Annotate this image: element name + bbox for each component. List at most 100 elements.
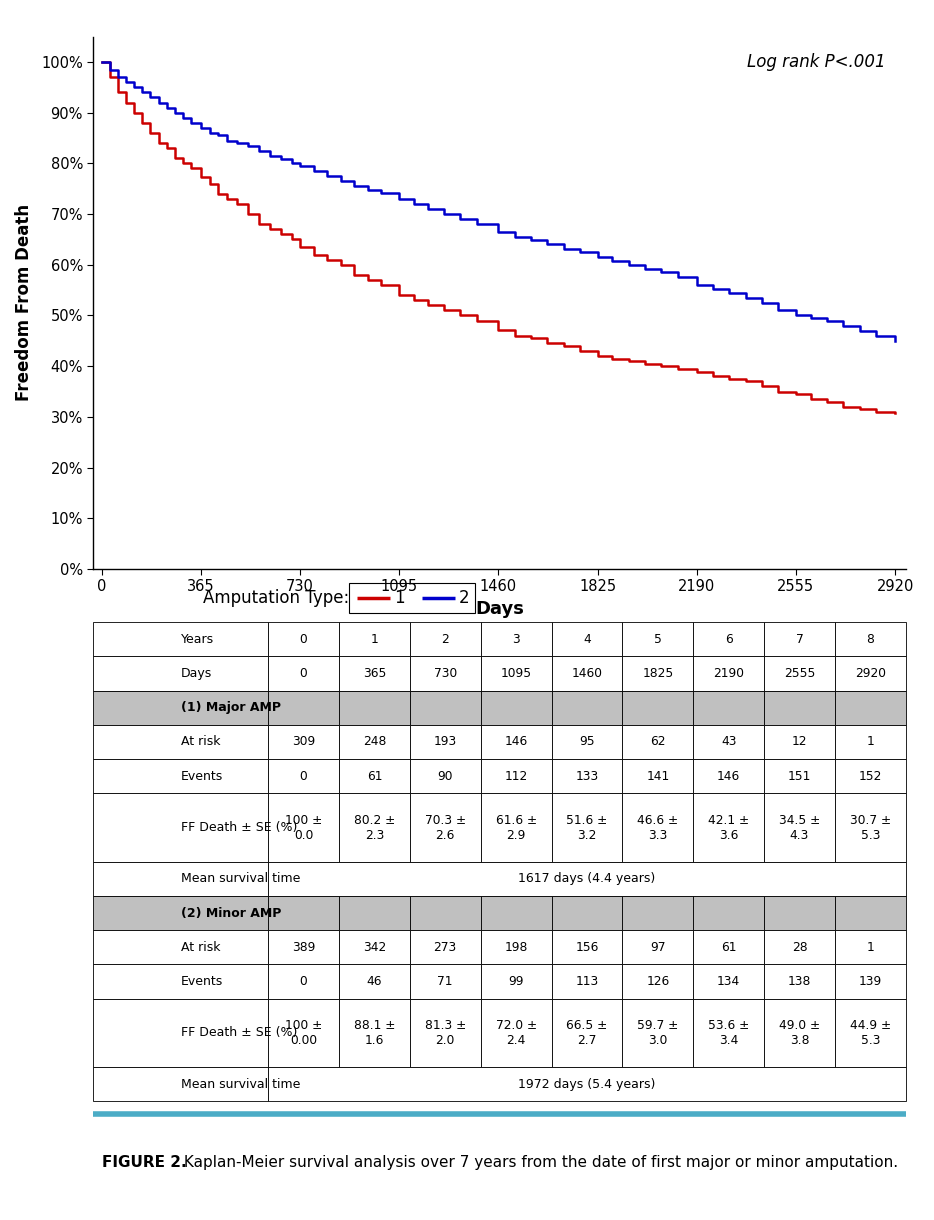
Bar	[268, 622, 339, 656]
Text: 43: 43	[721, 736, 736, 749]
Text: At risk: At risk	[181, 941, 220, 954]
Text: 61: 61	[367, 770, 382, 783]
Bar	[764, 793, 835, 861]
Text: 139: 139	[858, 975, 882, 988]
Bar	[481, 793, 552, 861]
Bar	[622, 793, 693, 861]
Bar	[339, 759, 410, 793]
Text: 6: 6	[725, 633, 732, 645]
Bar	[268, 725, 339, 759]
Text: 100 ±
0.00: 100 ± 0.00	[285, 1019, 322, 1047]
Bar	[764, 725, 835, 759]
Text: 90: 90	[437, 770, 453, 783]
Text: 100 ±
0.0: 100 ± 0.0	[285, 814, 322, 842]
Text: 198: 198	[504, 941, 528, 954]
Text: 1972 days (5.4 years): 1972 days (5.4 years)	[518, 1077, 656, 1091]
Bar	[622, 725, 693, 759]
Bar	[481, 999, 552, 1068]
Text: 51.6 ±
3.2: 51.6 ± 3.2	[566, 814, 608, 842]
Text: Days: Days	[181, 667, 212, 680]
Bar	[481, 965, 552, 999]
Bar	[552, 793, 622, 861]
Bar	[268, 861, 906, 895]
Text: 49.0 ±
3.8: 49.0 ± 3.8	[779, 1019, 820, 1047]
Bar	[481, 930, 552, 965]
Bar	[481, 725, 552, 759]
Text: 342: 342	[362, 941, 386, 954]
Text: 113: 113	[575, 975, 599, 988]
Text: 309: 309	[292, 736, 315, 749]
Bar	[268, 691, 339, 725]
Bar	[481, 622, 552, 656]
Text: 59.7 ±
3.0: 59.7 ± 3.0	[637, 1019, 678, 1047]
Text: 1: 1	[867, 941, 874, 954]
Text: 99: 99	[508, 975, 524, 988]
Bar	[410, 793, 481, 861]
Text: 81.3 ±
2.0: 81.3 ± 2.0	[425, 1019, 466, 1047]
Text: 146: 146	[504, 736, 528, 749]
Bar	[410, 895, 481, 930]
Text: Events: Events	[181, 770, 223, 783]
Bar	[764, 622, 835, 656]
Bar	[268, 656, 339, 691]
Bar	[552, 965, 622, 999]
Bar	[693, 622, 764, 656]
Text: 141: 141	[646, 770, 670, 783]
Bar	[268, 759, 339, 793]
Text: At risk: At risk	[181, 736, 220, 749]
Text: Log rank P<.001: Log rank P<.001	[747, 52, 885, 71]
Text: 1460: 1460	[572, 667, 602, 680]
Bar	[693, 793, 764, 861]
Text: 152: 152	[858, 770, 882, 783]
Text: 7: 7	[796, 633, 803, 645]
Bar	[764, 930, 835, 965]
Text: 3: 3	[512, 633, 520, 645]
Text: 146: 146	[717, 770, 741, 783]
Bar	[93, 793, 268, 861]
Text: 80.2 ±
2.3: 80.2 ± 2.3	[354, 814, 395, 842]
Bar	[339, 965, 410, 999]
Bar	[622, 930, 693, 965]
Bar	[693, 930, 764, 965]
Bar	[552, 725, 622, 759]
Bar	[410, 930, 481, 965]
Text: 2190: 2190	[714, 667, 744, 680]
Text: Kaplan-Meier survival analysis over 7 years from the date of first major or mino: Kaplan-Meier survival analysis over 7 ye…	[178, 1154, 898, 1170]
Text: 2920: 2920	[855, 667, 885, 680]
Text: 1825: 1825	[643, 667, 673, 680]
Bar	[693, 656, 764, 691]
Text: (2) Minor AMP: (2) Minor AMP	[181, 906, 281, 920]
Bar	[93, 1068, 268, 1102]
Bar	[835, 965, 906, 999]
Bar	[835, 999, 906, 1068]
Bar	[622, 759, 693, 793]
Text: 133: 133	[575, 770, 599, 783]
Text: 193: 193	[433, 736, 457, 749]
Text: 97: 97	[650, 941, 666, 954]
X-axis label: Days: Days	[475, 600, 524, 619]
Bar	[93, 861, 268, 895]
Bar	[93, 691, 268, 725]
Bar	[93, 656, 268, 691]
Bar	[268, 793, 339, 861]
Text: 61: 61	[721, 941, 736, 954]
Bar	[693, 965, 764, 999]
Bar	[268, 1068, 906, 1102]
Text: 28: 28	[792, 941, 807, 954]
Bar	[410, 691, 481, 725]
Y-axis label: Freedom From Death: Freedom From Death	[15, 204, 33, 401]
Bar	[693, 759, 764, 793]
Bar	[481, 895, 552, 930]
Text: Events: Events	[181, 975, 223, 988]
Bar	[622, 622, 693, 656]
Text: 730: 730	[433, 667, 457, 680]
Bar	[268, 999, 339, 1068]
Bar	[622, 691, 693, 725]
Text: 248: 248	[362, 736, 386, 749]
Bar	[410, 656, 481, 691]
Bar	[552, 930, 622, 965]
Text: 34.5 ±
4.3: 34.5 ± 4.3	[779, 814, 820, 842]
Text: 112: 112	[504, 770, 528, 783]
Text: 138: 138	[788, 975, 812, 988]
Bar	[835, 930, 906, 965]
